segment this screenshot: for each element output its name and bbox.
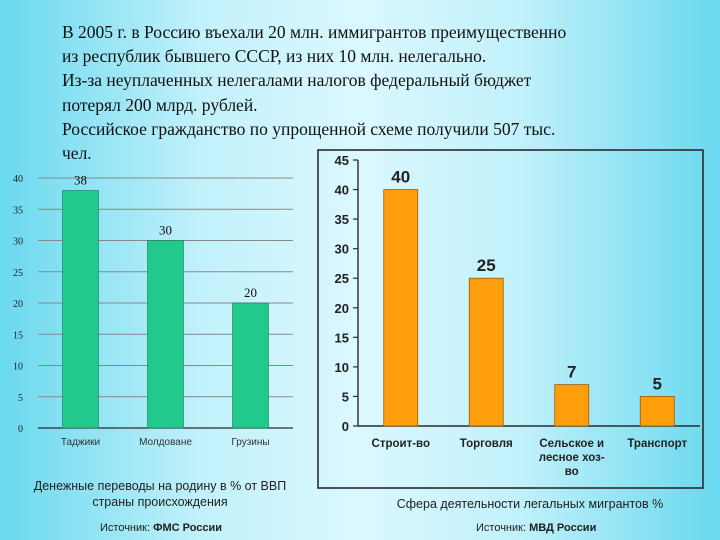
bar [554,384,590,427]
bar-value-label: 38 [74,173,87,188]
bar [383,189,419,427]
x-tick-label: Строит-во [372,438,430,450]
right-chart-caption: Сфера деятельности легальных мигрантов % [396,497,664,511]
right-source-name: МВД России [529,522,597,534]
y-tick-label: 10 [335,360,349,375]
x-tick-label: лесное хоз- [539,452,605,464]
y-tick-label: 25 [335,271,349,286]
left-caption-line: Денежные переводы на родину в % от ВВП [33,479,287,493]
headline-line: Российское гражданство по упрощенной схе… [62,118,556,139]
left-chart-caption: Денежные переводы на родину в % от ВВП с… [0,478,320,510]
y-tick-label: 15 [335,330,349,345]
x-tick-label: Таджики [61,437,100,448]
right-source: Источник: МВД России [476,522,596,534]
x-tick-label: Торговля [460,438,513,450]
y-tick-label: 25 [13,268,23,279]
headline-line: потерял 200 млрд. рублей. [62,94,258,115]
y-tick-label: 15 [13,330,23,341]
bar-value-label: 40 [391,168,410,187]
bar [468,277,504,427]
bar-value-label: 25 [477,256,496,275]
bar-value-label: 7 [567,363,576,382]
left-source-prefix: Источник: [100,522,154,534]
y-tick-label: 35 [335,212,349,227]
y-tick-label: 40 [13,174,23,185]
headline-line: из республик бывшего СССР, из них 10 млн… [62,46,487,67]
headline-line: В 2005 г. в Россию въехали 20 млн. иммиг… [62,22,567,42]
y-tick-label: 45 [335,153,349,168]
headline-line: чел. [62,143,92,164]
left-caption-line: страны происхождения [92,495,228,509]
y-tick-label: 20 [13,299,23,310]
y-tick-label: 20 [335,301,349,316]
y-tick-label: 0 [18,424,23,435]
y-tick-label: 10 [13,362,23,373]
bar [147,240,184,429]
x-tick-label: Грузины [231,437,269,448]
y-tick-label: 0 [342,419,349,434]
x-tick-label: Сельское и [539,438,604,450]
left-source: Источник: ФМС России [100,522,222,534]
y-tick-label: 35 [13,205,23,216]
y-tick-label: 30 [335,242,349,257]
headline-text: В 2005 г. в Россию въехали 20 млн. иммиг… [62,20,682,165]
y-tick-label: 5 [18,393,23,404]
bar-value-label: 5 [653,374,662,393]
x-tick-label: Транспорт [627,438,687,450]
bar [639,396,675,427]
x-tick-label: во [565,466,579,478]
headline-line: Из-за неуплаченных нелегалами налогов фе… [62,70,532,91]
y-tick-label: 5 [342,389,349,404]
right-source-prefix: Источник: [476,522,530,534]
y-tick-label: 40 [335,183,349,198]
bar-value-label: 30 [159,223,172,238]
left-source-name: ФМС России [153,522,223,534]
y-tick-label: 30 [13,237,23,248]
bar [232,302,269,429]
chart-frame [317,149,704,489]
bar [62,190,99,429]
x-tick-label: Молдоване [139,437,192,448]
bar-value-label: 20 [244,285,257,300]
